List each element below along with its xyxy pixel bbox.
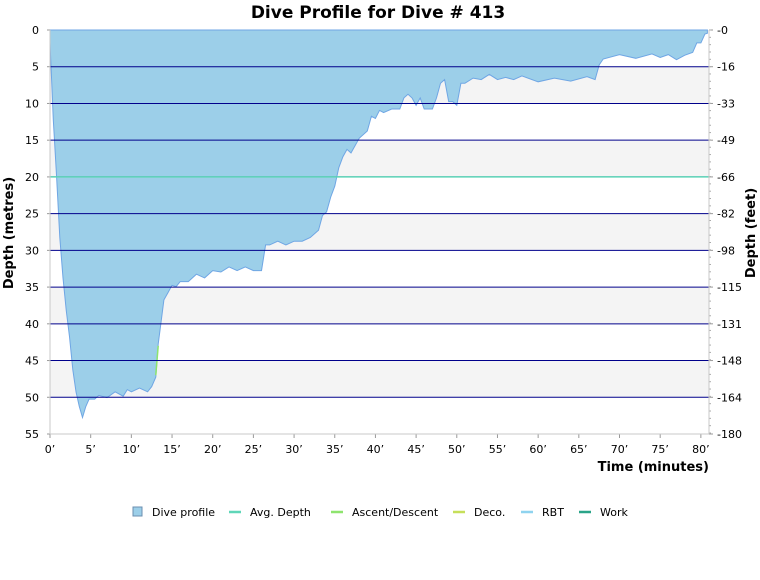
x-axis-label: Time (minutes) <box>598 460 709 475</box>
x-tick-label: 65’ <box>570 443 588 456</box>
y-axis-label: Depth (metres) <box>2 177 17 289</box>
y-tick-label: 30 <box>25 244 39 257</box>
y-tick-label: 45 <box>25 355 39 368</box>
x-tick-label: 40’ <box>367 443 385 456</box>
y-tick-label: 25 <box>25 208 39 221</box>
y2-tick-label: -148 <box>717 355 742 368</box>
legend-label-0: Dive profile <box>152 506 215 519</box>
y-tick-label: 35 <box>25 281 39 294</box>
y2-tick-label: -98 <box>717 244 735 257</box>
x-tick-label: 45’ <box>407 443 425 456</box>
x-tick-label: 15’ <box>163 443 181 456</box>
x-tick-label: 55’ <box>489 443 507 456</box>
y-tick-label: 50 <box>25 391 39 404</box>
x-axis-ticks: 0’ 5’ 10’ 15’ 20’ 25’ 30’ 35’ 40’ 45’ 50’ 55’ 60’ 65’… <box>45 434 710 456</box>
x-tick-label: 80’ <box>692 443 710 456</box>
y2-tick-label: -49 <box>717 134 735 147</box>
x-tick-label: 75’ <box>651 443 669 456</box>
x-tick-label: 60’ <box>529 443 547 456</box>
y2-tick-label: -16 <box>717 61 735 74</box>
y2-axis-ticks: -0 -16 -33 -49 -66 -82 -98 -115 -131 -148 -164 -180 <box>709 24 742 441</box>
y-tick-label: 40 <box>25 318 39 331</box>
legend: Dive profile Avg. Depth Ascent/Descent Deco… <box>132 506 628 519</box>
band <box>50 360 709 398</box>
axes <box>49 30 710 435</box>
x-tick-label: 50’ <box>448 443 466 456</box>
y2-tick-label: -33 <box>717 97 735 110</box>
y-tick-label: 20 <box>25 171 39 184</box>
x-tick-label: 0’ <box>45 443 56 456</box>
y2-tick-label: -82 <box>717 208 735 221</box>
x-tick-label: 35’ <box>326 443 344 456</box>
legend-label-2: Ascent/Descent <box>352 506 439 519</box>
y2-tick-label: -164 <box>717 391 742 404</box>
y-axis-ticks: 0 5 10 15 20 25 30 35 40 45 50 55 <box>25 24 50 441</box>
x-tick-label: 30’ <box>285 443 303 456</box>
y-tick-label: 55 <box>25 428 39 441</box>
y-tick-label: 5 <box>32 61 39 74</box>
x-tick-label: 70’ <box>611 443 629 456</box>
y-tick-label: 0 <box>32 24 39 37</box>
y2-tick-label: -115 <box>717 281 742 294</box>
x-tick-label: 5’ <box>85 443 96 456</box>
legend-swatch-0 <box>132 506 143 517</box>
legend-label-5: Work <box>600 506 628 519</box>
legend-label-4: RBT <box>542 506 564 519</box>
y2-axis-label: Depth (feet) <box>744 188 759 278</box>
y2-tick-label: -131 <box>717 318 742 331</box>
x-tick-label: 20’ <box>204 443 222 456</box>
y2-tick-label: -180 <box>717 428 742 441</box>
y2-tick-label: -66 <box>717 171 735 184</box>
x-tick-label: 25’ <box>245 443 263 456</box>
x-tick-label: 10’ <box>123 443 141 456</box>
chart-title: Dive Profile for Dive # 413 <box>251 3 505 23</box>
y-tick-label: 10 <box>25 97 39 110</box>
legend-label-1: Avg. Depth <box>250 506 311 519</box>
y2-tick-label: -0 <box>717 24 728 37</box>
background-bands <box>50 66 709 398</box>
y-tick-label: 15 <box>25 134 39 147</box>
legend-label-3: Deco. <box>474 506 505 519</box>
